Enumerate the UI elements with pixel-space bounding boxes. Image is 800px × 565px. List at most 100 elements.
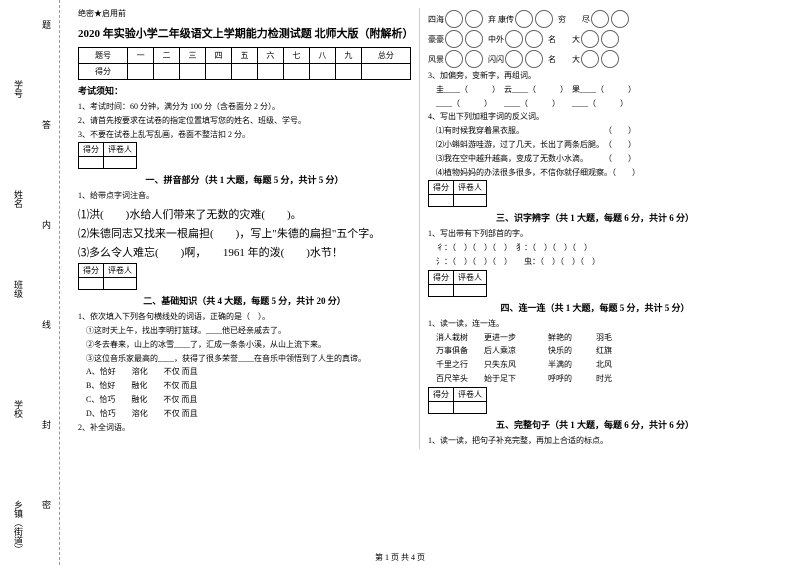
circle-icon [505,50,523,68]
section5-lead: 1、读一读，把句子补充完整，再加上合适的标点。 [428,435,762,448]
score-cell[interactable] [257,64,283,80]
scorer-box: 得分评卷人 [428,270,487,297]
q-line: ②冬去春来，山上的冰雪____了，汇成一条条小溪，从山上流下来。 [78,339,411,352]
scorer-col: 评卷人 [104,264,137,278]
circle-row: 风景 闪闪 名 大 [428,50,762,68]
section3-title: 三、识字辨字（共 1 大题，每题 6 分，共计 6 分） [428,211,762,224]
section4-item: 万事俱备 后人乘凉 快乐的 红旗 [428,345,762,358]
score-header: 八 [309,48,335,64]
section3-item: 彳：（ ）（ ）（ ） 犭：（ ）（ ）（ ） [428,242,762,255]
circle-icon [535,10,553,28]
scorer-box: 得分评卷人 [78,263,137,290]
notice-item: 1、考试时间：60 分钟，满分为 100 分（含卷面分 2 分）。 [78,101,411,114]
main-content: 绝密★启用前 2020 年实验小学二年级语文上学期能力检测试题 北师大版（附解析… [70,8,790,449]
sidebar-mark: 题 [40,20,53,29]
score-cell[interactable] [335,64,361,80]
section3-item: 氵：（ ）（ ）（ ） 虫：（ ）（ ）（ ） [428,256,762,269]
sidebar-mark: 密 [40,500,53,509]
q4-item: ⑷植物妈妈的办法很多很多，不信你就仔细观察。（ ） [428,167,762,180]
circle-icon [525,50,543,68]
q-line: ③这位音乐家最高的____，获得了很多荣誉____在音乐中领悟到了人生的真谛。 [78,353,411,366]
q4-item: ⑶我在空中越升越高，变成了无数小水滴。 （ ） [428,153,762,166]
score-header: 九 [335,48,361,64]
score-header: 五 [231,48,257,64]
q4-item: ⑵小蝌蚪游哇游，过了几天，长出了两条后腿。 （ ） [428,139,762,152]
circle-icon [591,10,609,28]
score-header: 题号 [79,48,128,64]
notice-item: 3、不要在试卷上乱写乱画，卷面不整洁扣 2 分。 [78,129,411,142]
circle-row: 豪豪 中外 名 大 [428,30,762,48]
scorer-col: 评卷人 [454,270,487,284]
option: D、恰巧 溶化 不仅 而且 [78,408,411,421]
score-table: 题号 一 二 三 四 五 六 七 八 九 总分 得分 [78,47,411,80]
score-cell[interactable] [128,64,154,80]
q4-item: ⑴有时候我穿着黑衣服。 （ ） [428,125,762,138]
confidential-label: 绝密★启用前 [78,8,411,19]
q-line: ⑵朱德同志又找来一根扁担( )，写上"朱德的扁担"五个字。 [78,225,411,241]
scorer-box: 得分评卷人 [428,387,487,414]
circle-icon [515,10,533,28]
scorer-col: 评卷人 [454,387,487,401]
sidebar-label: 学校 [12,400,25,418]
circle-icon [601,50,619,68]
section4-item: 消人栽树 更进一步 鲜艳的 羽毛 [428,332,762,345]
section4-title: 四、连一连（共 1 大题，每题 5 分，共计 5 分） [428,301,762,314]
score-cell[interactable] [309,64,335,80]
score-cell[interactable] [154,64,180,80]
section4-lead: 1、读一读，连一连。 [428,318,762,331]
circle-icon [465,30,483,48]
sidebar-mark: 答 [40,120,53,129]
score-header: 六 [257,48,283,64]
score-row-label: 得分 [79,64,128,80]
right-column: 四海 弃 康传 穷 尽 豪豪 中外 名 大 风景 闪闪 名 大 3、加偏旁，变新… [420,8,770,449]
circle-icon [505,30,523,48]
section4-item: 千里之行 只失东风 半满的 北风 [428,359,762,372]
q3-lead: 3、加偏旁，变新字，再组词。 [428,70,762,83]
score-cell[interactable] [180,64,206,80]
left-column: 绝密★启用前 2020 年实验小学二年级语文上学期能力检测试题 北师大版（附解析… [70,8,420,449]
scorer-box: 得分评卷人 [428,180,487,207]
section3-lead: 1、写出带有下列部首的字。 [428,228,762,241]
score-header: 一 [128,48,154,64]
circle-icon [445,10,463,28]
circle-icon [581,30,599,48]
sidebar-mark: 封 [40,420,53,429]
q4-lead: 4、写出下列加粗字词的反义词。 [428,111,762,124]
score-cell[interactable] [361,64,410,80]
q-line: ①这时天上午，找出李明打篮球。____他已经亲戚去了。 [78,325,411,338]
score-header: 三 [180,48,206,64]
exam-title: 2020 年实验小学二年级语文上学期能力检测试题 北师大版（附解析） [78,25,411,41]
sidebar-mark: 线 [40,320,53,329]
section5-title: 五、完整句子（共 1 大题，每题 6 分，共计 6 分） [428,418,762,431]
option: B、恰好 融化 不仅 而且 [78,380,411,393]
scorer-col: 得分 [429,181,454,195]
sidebar-label: 班级 [12,280,25,298]
binding-sidebar: 乡镇（街道） 学校 班级 姓名 学号 题 答 内 线 封 密 [0,0,60,565]
score-cell[interactable] [231,64,257,80]
scorer-col: 评卷人 [104,143,137,157]
sidebar-label: 学号 [12,80,25,98]
score-cell[interactable] [283,64,309,80]
q-line: ⑶多么令人难忘( )啊， 1961 年的泼( )水节！ [78,244,411,260]
sidebar-mark: 内 [40,220,53,229]
circle-icon [445,30,463,48]
section2-title: 二、基础知识（共 4 大题，每题 5 分，共计 20 分） [78,294,411,307]
section2-lead2: 2、补全词语。 [78,422,411,435]
q3-item: 圭____（ ） 云____（ ） 果____（ ） [428,84,762,97]
notice-item: 2、请首先按要求在试卷的指定位置填写您的姓名、班级、学号。 [78,115,411,128]
section1-lead: 1、给带点字词注音。 [78,190,411,203]
circle-icon [465,10,483,28]
scorer-col: 评卷人 [454,181,487,195]
score-header: 总分 [361,48,410,64]
scorer-col: 得分 [79,143,104,157]
circle-icon [611,10,629,28]
section4-item: 百尺竿头 始于足下 呼呼的 时光 [428,373,762,386]
score-header: 四 [205,48,231,64]
q-line: ⑴洪( )水给人们带来了无数的灾难( )。 [78,206,411,222]
scorer-col: 得分 [79,264,104,278]
score-cell[interactable] [205,64,231,80]
scorer-box: 得分评卷人 [78,142,137,169]
circle-icon [465,50,483,68]
section2-lead: 1、依次填入下列各句横线处的词语，正确的是（ ）。 [78,311,411,324]
scorer-col: 得分 [429,387,454,401]
